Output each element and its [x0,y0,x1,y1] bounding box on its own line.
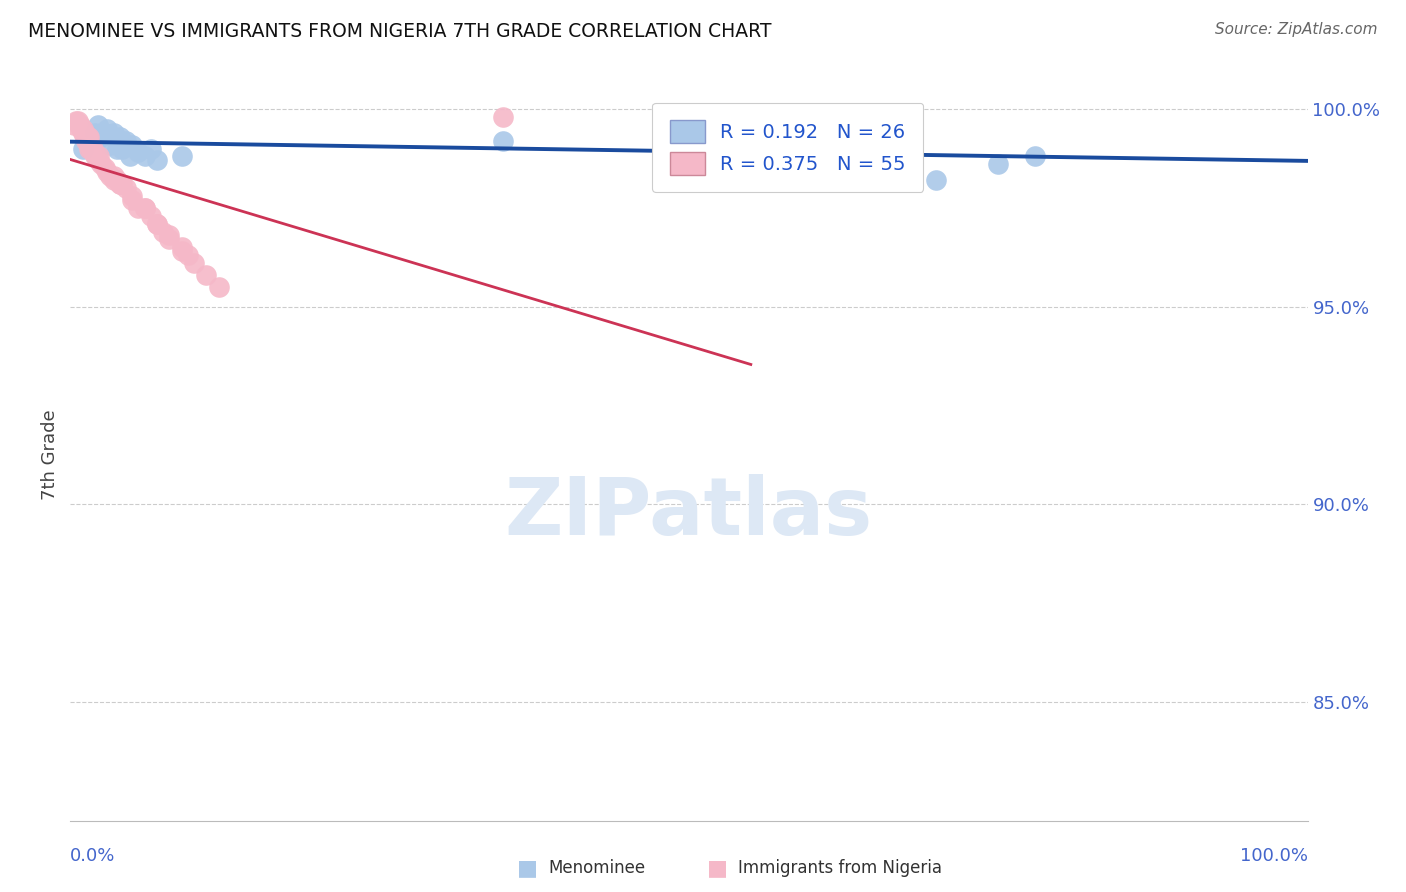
Point [86,118,108,132]
Point [157,232,180,246]
Point [121,137,143,152]
Point [98,137,121,152]
Text: Menominee: Menominee [548,859,645,877]
Point [86,153,108,168]
Point [70,121,93,136]
Point [170,240,193,254]
Text: Immigrants from Nigeria: Immigrants from Nigeria [738,859,942,877]
Text: 100.0%: 100.0% [1240,847,1308,865]
Point [111,141,134,155]
Point [105,173,128,187]
Point [75,129,97,144]
Point [94,126,117,140]
Point [103,173,125,187]
Text: Source: ZipAtlas.com: Source: ZipAtlas.com [1215,22,1378,37]
Point [1024,149,1046,163]
Point [69,118,91,132]
Point [72,141,94,155]
Point [90,157,112,171]
Point [77,137,100,152]
Point [80,141,103,155]
Text: ■: ■ [707,858,727,878]
Point [134,201,156,215]
Point [98,169,121,184]
Point [118,149,141,163]
Point [139,209,162,223]
Point [82,145,104,160]
Point [77,129,100,144]
Text: ZIPatlas: ZIPatlas [505,475,873,552]
Point [73,126,96,140]
Point [146,217,169,231]
Point [83,145,105,160]
Point [111,177,134,191]
Point [84,126,107,140]
Point [177,248,200,262]
Point [127,145,149,160]
Point [183,256,205,270]
Point [82,141,104,155]
Point [108,129,131,144]
Point [84,149,107,163]
Point [90,129,112,144]
Point [115,134,138,148]
Point [134,149,156,163]
Point [72,126,94,140]
Point [87,149,110,163]
Point [84,149,107,163]
Point [170,244,193,259]
Point [96,121,118,136]
Point [108,177,131,191]
Text: MENOMINEE VS IMMIGRANTS FROM NIGERIA 7TH GRADE CORRELATION CHART: MENOMINEE VS IMMIGRANTS FROM NIGERIA 7TH… [28,22,772,41]
Point [67,118,90,132]
Point [492,134,515,148]
Point [127,201,149,215]
Text: ■: ■ [517,858,537,878]
Point [115,181,138,195]
Point [146,217,169,231]
Point [152,225,174,239]
Point [63,118,86,132]
Point [740,113,762,128]
Text: 0.0%: 0.0% [70,847,115,865]
Point [121,189,143,203]
Point [76,129,98,144]
Point [703,113,725,128]
Point [79,137,101,152]
Point [103,169,125,184]
Point [65,113,87,128]
Point [75,134,97,148]
Point [103,126,125,140]
Point [75,126,97,140]
Point [77,141,100,155]
Point [121,193,143,207]
Point [72,121,94,136]
Point [75,129,97,144]
Point [108,177,131,191]
Legend: R = 0.192   N = 26, R = 0.375   N = 55: R = 0.192 N = 26, R = 0.375 N = 55 [652,103,924,192]
Point [157,228,180,243]
Point [134,201,156,215]
Point [96,165,118,179]
Point [66,113,89,128]
Point [925,173,948,187]
Point [863,161,886,176]
Point [146,153,169,168]
Point [94,161,117,176]
Point [195,268,218,282]
Point [208,280,231,294]
Point [492,110,515,124]
Point [139,141,162,155]
Y-axis label: 7th Grade: 7th Grade [41,409,59,500]
Point [987,157,1010,171]
Point [170,149,193,163]
Point [105,141,128,155]
